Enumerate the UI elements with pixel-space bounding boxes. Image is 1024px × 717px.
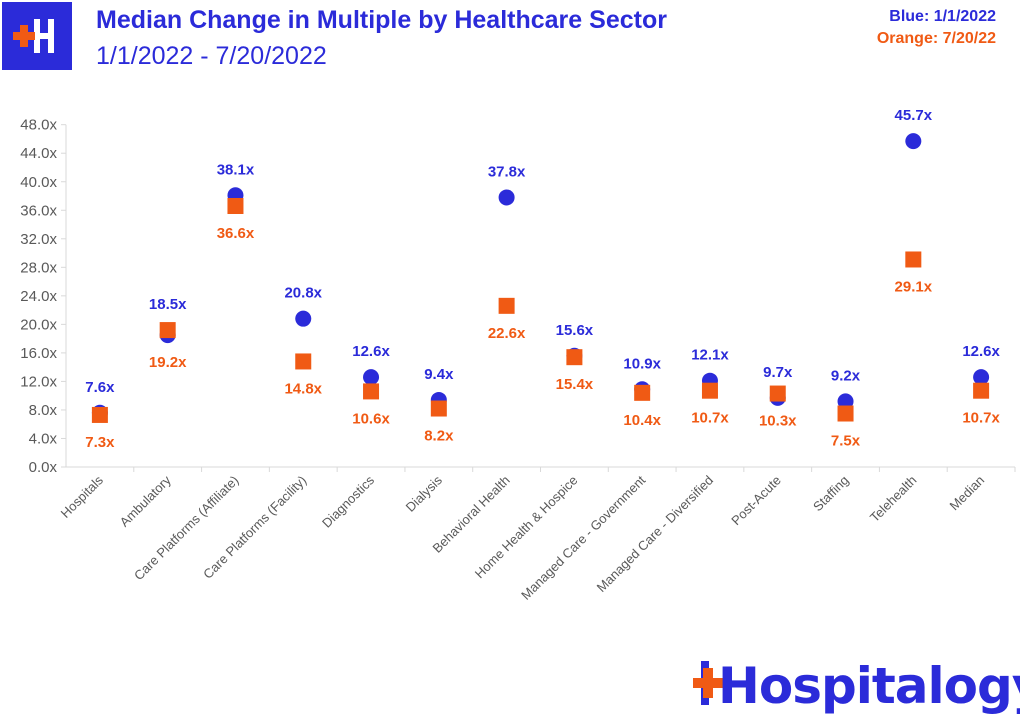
orange-point: [566, 349, 583, 366]
hospitalogy-logo-icon: [2, 2, 72, 70]
blue-data-label: 7.6x: [85, 379, 115, 396]
orange-point: [363, 383, 380, 400]
blue-data-label: 9.7x: [763, 364, 793, 381]
orange-point: [159, 322, 176, 339]
blue-point: [295, 310, 312, 327]
blue-data-label: 12.1x: [691, 347, 729, 364]
y-tick-label: 4.0x: [29, 430, 58, 447]
y-tick-label: 16.0x: [20, 345, 57, 362]
y-tick-label: 48.0x: [20, 117, 57, 134]
orange-data-label: 36.6x: [217, 225, 255, 242]
y-tick-label: 44.0x: [20, 145, 57, 162]
blue-data-label: 9.2x: [831, 367, 861, 384]
blue-data-label: 12.6x: [962, 343, 1000, 360]
blue-data-label: 12.6x: [352, 343, 390, 360]
orange-data-label: 19.2x: [149, 354, 187, 371]
orange-data-label: 10.4x: [623, 412, 661, 429]
orange-data-label: 7.3x: [85, 434, 115, 451]
orange-point: [769, 385, 786, 402]
data-labels: 7.6x 7.3x 18.5x 19.2x 38.1x 36.6x 20.8x 14.8x 12…: [85, 107, 1000, 451]
y-tick-label: 40.0x: [20, 174, 57, 191]
blue-data-label: 10.9x: [623, 355, 661, 372]
orange-data-label: 10.6x: [352, 410, 390, 427]
x-tick-label: Staffing: [810, 473, 852, 515]
brand-wordmark: Hospitalogy: [718, 657, 1020, 715]
scatter-chart: 0.0x 4.0x 8.0x 12.0x 16.0x 20.0x 24.0x 28.0x 32.…: [20, 107, 1016, 603]
y-tick-label: 0.0x: [29, 459, 58, 476]
blue-point: [363, 369, 380, 386]
orange-point: [973, 382, 990, 399]
blue-point: [498, 189, 515, 206]
orange-data-label: 7.5x: [831, 433, 861, 450]
blue-point: [837, 393, 854, 410]
blue-data-label: 20.8x: [284, 285, 322, 302]
x-tick-label: Dialysis: [403, 472, 446, 515]
x-tick-label: Post-Acute: [728, 473, 784, 529]
orange-point: [227, 197, 244, 214]
blue-point: [905, 133, 922, 150]
orange-point: [498, 297, 515, 314]
orange-data-label: 10.7x: [962, 410, 1000, 427]
y-tick-label: 24.0x: [20, 288, 57, 305]
y-tick-label: 36.0x: [20, 202, 57, 219]
orange-point: [91, 406, 108, 423]
y-tick-label: 8.0x: [29, 402, 58, 419]
orange-point: [295, 353, 312, 370]
blue-data-label: 45.7x: [895, 107, 933, 124]
blue-point: [973, 369, 990, 386]
orange-point: [905, 251, 922, 268]
blue-data-label: 15.6x: [556, 322, 594, 339]
axes: [65, 124, 1015, 468]
chart-subtitle: 1/1/2022 - 7/20/2022: [96, 42, 327, 70]
x-tick-label: Telehealth: [867, 473, 920, 526]
orange-data-label: 8.2x: [424, 428, 454, 445]
hospitalogy-brand-logo: Hospitalogy: [693, 657, 1020, 715]
orange-data-label: 14.8x: [284, 380, 322, 397]
blue-data-label: 9.4x: [424, 366, 454, 383]
y-tick-label: 28.0x: [20, 259, 57, 276]
legend-blue: Blue: 1/1/2022: [889, 8, 996, 25]
legend-orange: Orange: 7/20/22: [876, 30, 996, 47]
x-tick-label: Hospitals: [58, 472, 107, 521]
orange-data-label: 15.4x: [556, 376, 594, 393]
x-tick-label: Ambulatory: [117, 472, 174, 529]
y-tick-label: 32.0x: [20, 231, 57, 248]
chart-marks: [91, 133, 990, 423]
y-tick-label: 20.0x: [20, 316, 57, 333]
orange-data-label: 10.7x: [691, 410, 729, 427]
orange-point: [837, 405, 854, 422]
blue-data-label: 18.5x: [149, 296, 187, 313]
orange-data-label: 22.6x: [488, 325, 526, 342]
orange-point: [701, 382, 718, 399]
x-tick-label: Managed Care - Diversified: [594, 473, 716, 595]
orange-data-label: 10.3x: [759, 413, 797, 430]
y-tick-label: 12.0x: [20, 373, 57, 390]
x-tick-label: Diagnostics: [319, 472, 377, 530]
orange-point: [430, 400, 447, 417]
x-tick-label: Median: [946, 473, 987, 514]
orange-point: [634, 384, 651, 401]
x-tick-label: Managed Care - Government: [518, 472, 648, 602]
orange-data-label: 29.1x: [895, 278, 933, 295]
y-ticks: 0.0x 4.0x 8.0x 12.0x 16.0x 20.0x 24.0x 28.0x 32.…: [20, 117, 66, 476]
chart-title: Median Change in Multiple by Healthcare …: [96, 6, 667, 34]
blue-data-label: 38.1x: [217, 161, 255, 178]
blue-data-label: 37.8x: [488, 163, 526, 180]
